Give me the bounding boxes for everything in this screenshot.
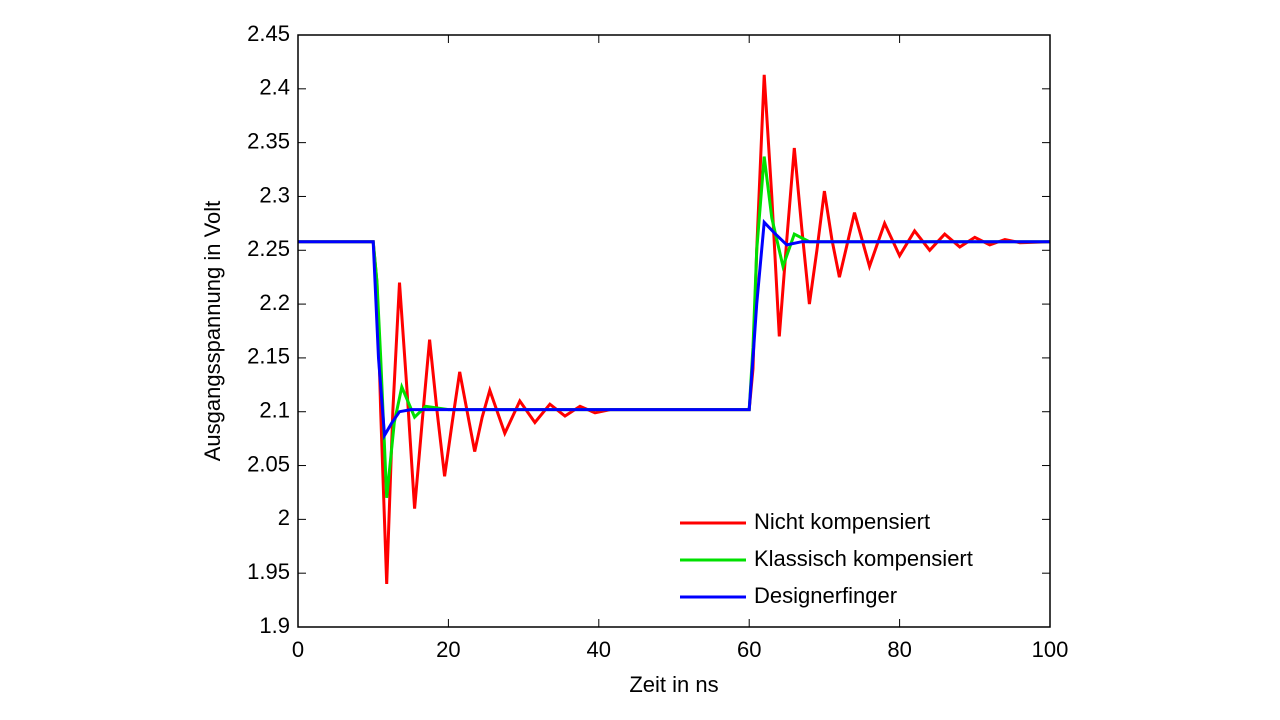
x-tick-label: 80 — [887, 637, 911, 662]
y-tick-label: 1.9 — [259, 613, 290, 638]
y-tick-label: 2.3 — [259, 182, 290, 207]
y-tick-label: 2.1 — [259, 398, 290, 423]
y-tick-label: 2.35 — [247, 128, 290, 153]
y-tick-label: 2.25 — [247, 236, 290, 261]
plot-frame — [297, 34, 1051, 628]
y-tick-label: 1.95 — [247, 559, 290, 584]
x-tick-label: 40 — [587, 637, 611, 662]
y-tick-label: 2 — [278, 505, 290, 530]
y-tick-label: 2.15 — [247, 344, 290, 369]
legend-label: Klassisch kompensiert — [754, 546, 973, 571]
x-tick-label: 60 — [737, 637, 761, 662]
y-tick-label: 2.05 — [247, 451, 290, 476]
y-axis-label: Ausgangsspannung in Volt — [200, 201, 225, 462]
y-tick-label: 2.2 — [259, 290, 290, 315]
x-tick-label: 20 — [436, 637, 460, 662]
line-series — [298, 218, 1050, 441]
plot-area — [298, 35, 1050, 627]
legend-label: Designerfinger — [754, 583, 897, 608]
legend-label: Nicht kompensiert — [754, 509, 930, 534]
x-axis-label: Zeit in ns — [629, 672, 718, 697]
y-tick-label: 2.45 — [247, 21, 290, 46]
x-tick-label: 0 — [292, 637, 304, 662]
x-tick-label: 100 — [1032, 637, 1069, 662]
y-tick-label: 2.4 — [259, 75, 290, 100]
